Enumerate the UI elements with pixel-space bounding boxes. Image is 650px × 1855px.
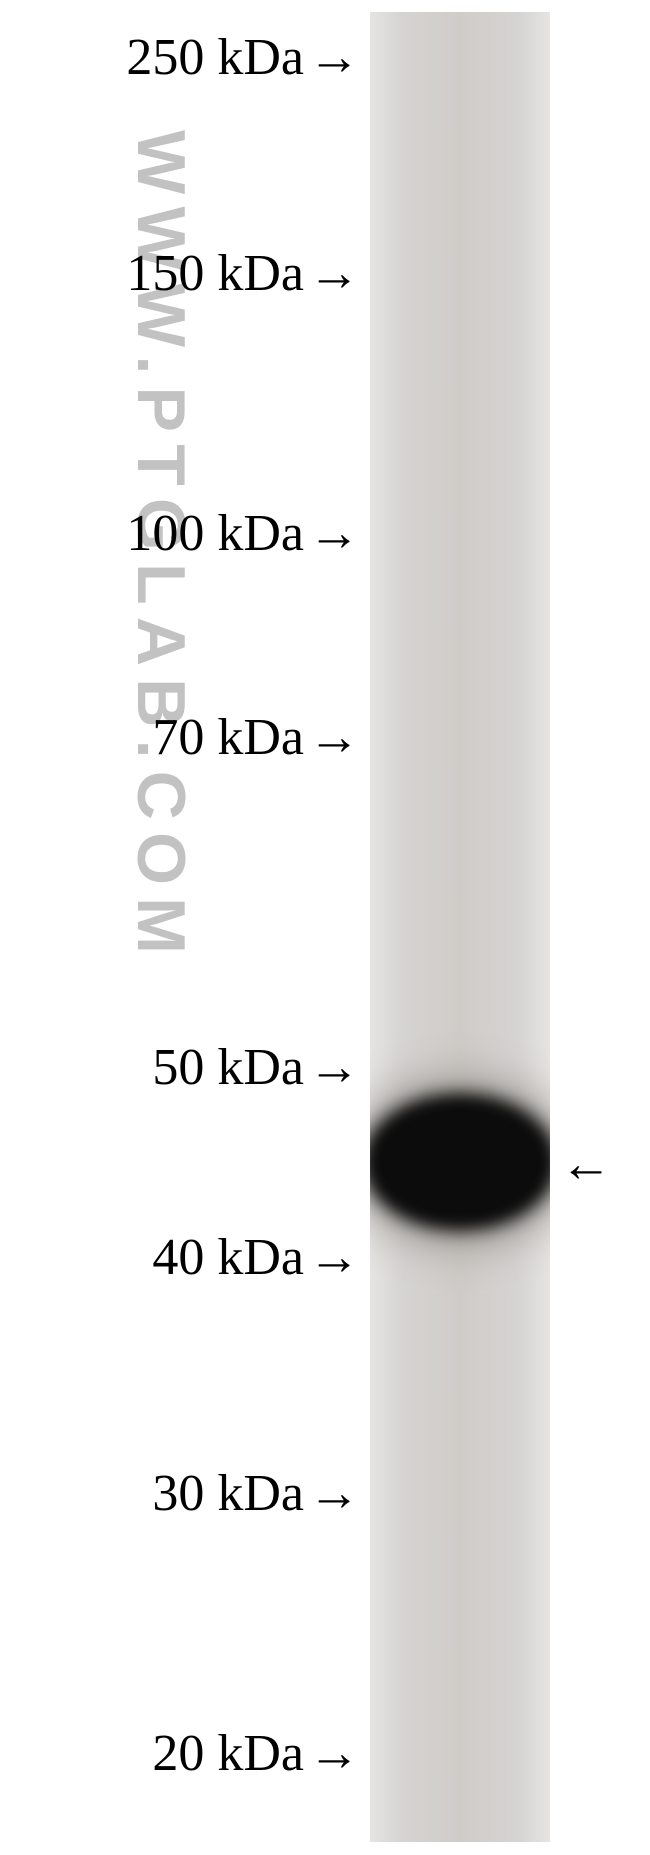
band-indicator-arrow-icon: ← <box>560 1135 612 1194</box>
marker-label: 100 kDa <box>126 504 304 563</box>
marker-label: 20 kDa <box>152 1724 304 1783</box>
marker-100: 100 kDa → <box>126 504 360 563</box>
marker-70: 70 kDa → <box>152 708 360 767</box>
marker-label: 70 kDa <box>152 708 304 767</box>
marker-label: 50 kDa <box>152 1038 304 1097</box>
arrow-right-icon: → <box>308 708 360 767</box>
arrow-right-icon: → <box>308 1038 360 1097</box>
arrow-right-icon: → <box>308 1228 360 1287</box>
marker-30: 30 kDa → <box>152 1464 360 1523</box>
arrow-right-icon: → <box>308 1724 360 1783</box>
marker-label: 40 kDa <box>152 1228 304 1287</box>
marker-20: 20 kDa → <box>152 1724 360 1783</box>
arrow-right-icon: → <box>308 1464 360 1523</box>
blot-figure: WWW.PTGLAB.COM 250 kDa → 150 kDa → 100 k… <box>0 0 650 1855</box>
marker-label: 30 kDa <box>152 1464 304 1523</box>
blot-lane <box>370 12 550 1842</box>
protein-band <box>370 1100 550 1224</box>
marker-150: 150 kDa → <box>126 244 360 303</box>
marker-label: 250 kDa <box>126 28 304 87</box>
marker-50: 50 kDa → <box>152 1038 360 1097</box>
marker-250: 250 kDa → <box>126 28 360 87</box>
arrow-right-icon: → <box>308 244 360 303</box>
marker-40: 40 kDa → <box>152 1228 360 1287</box>
arrow-right-icon: → <box>308 504 360 563</box>
arrow-right-icon: → <box>308 28 360 87</box>
marker-label: 150 kDa <box>126 244 304 303</box>
